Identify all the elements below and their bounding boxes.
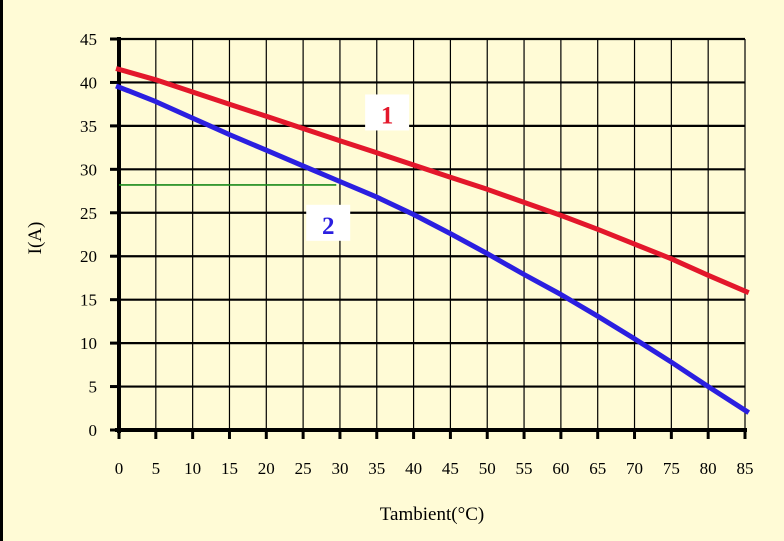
x-tick-label-20: 20 <box>258 459 275 478</box>
x-tick-label-40: 40 <box>405 459 422 478</box>
series-label-2: 2 <box>322 213 335 240</box>
x-tick-label-80: 80 <box>700 459 717 478</box>
y-tick-label-20: 20 <box>80 247 97 266</box>
y-tick-label-35: 35 <box>80 117 97 136</box>
series-line-2 <box>115 83 751 415</box>
y-tick-label-15: 15 <box>80 291 97 310</box>
x-tick-label-0: 0 <box>115 459 124 478</box>
figure-frame-left <box>0 0 3 541</box>
x-tick-label-70: 70 <box>626 459 643 478</box>
tick-labels: 0 5 10 15 20 25 30 35 40 45 0 5 10 15 20 25 30 35 40 45 50 55… <box>80 30 754 478</box>
y-tick-label-45: 45 <box>80 30 97 49</box>
y-axis-title: I(A) <box>25 222 46 255</box>
x-tick-label-65: 65 <box>589 459 606 478</box>
series-line-1 <box>115 66 750 295</box>
x-tick-label-75: 75 <box>663 459 680 478</box>
axes <box>110 37 747 439</box>
x-axis-title: Tambient(°C) <box>380 504 484 525</box>
x-tick-label-30: 30 <box>331 459 348 478</box>
y-tick-label-30: 30 <box>80 160 97 179</box>
x-tick-label-45: 45 <box>442 459 459 478</box>
x-tick-label-35: 35 <box>368 459 385 478</box>
y-tick-label-5: 5 <box>89 378 98 397</box>
x-tick-label-15: 15 <box>221 459 238 478</box>
x-tick-label-85: 85 <box>737 459 754 478</box>
series-label-box-2 <box>306 204 351 241</box>
x-tick-label-25: 25 <box>295 459 312 478</box>
series-label-box-1 <box>365 94 410 131</box>
series-label-1: 1 <box>381 102 394 129</box>
series-layer <box>115 66 751 415</box>
y-tick-label-40: 40 <box>80 73 97 92</box>
x-tick-label-50: 50 <box>479 459 496 478</box>
y-tick-label-25: 25 <box>80 204 97 223</box>
y-tick-label-10: 10 <box>80 334 97 353</box>
x-tick-label-5: 5 <box>152 459 161 478</box>
x-tick-label-60: 60 <box>552 459 569 478</box>
x-tick-label-55: 55 <box>516 459 533 478</box>
annotation-layer: 12 <box>306 94 410 241</box>
y-tick-label-0: 0 <box>89 421 98 440</box>
x-tick-label-10: 10 <box>184 459 201 478</box>
